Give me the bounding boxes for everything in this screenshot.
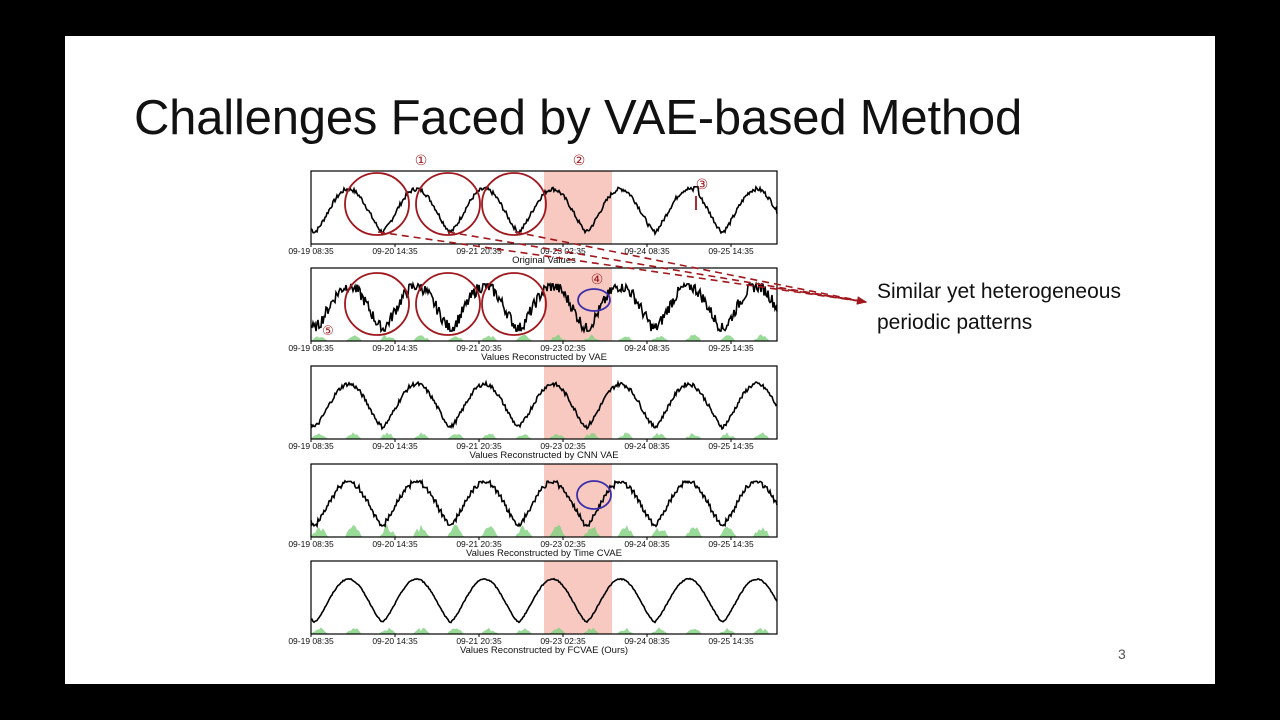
anomaly-score-area <box>311 334 777 341</box>
panel-frame <box>310 463 778 538</box>
x-tick-label: 09-19 08:35 <box>288 343 334 353</box>
x-tick-label: 09-19 08:35 <box>288 441 334 451</box>
panel-frame <box>310 267 778 342</box>
x-tick-label: 09-25 14:35 <box>708 441 754 451</box>
x-tick-label: 09-23 02:35 <box>540 636 586 646</box>
slide-title: Challenges Faced by VAE-based Method <box>134 91 1023 145</box>
x-tick-label: 09-25 14:35 <box>708 539 754 549</box>
red-circle-p1-a <box>344 172 410 236</box>
dashed-arrow-2 <box>447 231 867 305</box>
anomaly-score-area <box>311 627 777 634</box>
panel-title: Values Reconstructed by CNN VAE <box>469 450 618 461</box>
red-circle-p2-b <box>415 272 481 336</box>
x-tick-label: 09-19 08:35 <box>288 636 334 646</box>
x-tick-label: 09-23 02:35 <box>540 246 586 256</box>
anomaly-score-area <box>311 432 777 439</box>
slide: Challenges Faced by VAE-based Method Sim… <box>65 36 1215 684</box>
x-tick-label: 09-20 14:35 <box>372 343 418 353</box>
chart-panel-3: 09-19 08:35 09-20 14:35 09-21 20:35 09-23 0… <box>288 365 778 461</box>
x-tick-label: 09-24 08:35 <box>624 441 670 451</box>
x-tick-label: 09-23 02:35 <box>540 441 586 451</box>
signal-line <box>311 577 778 624</box>
x-tick-label: 09-21 20:35 <box>456 539 502 549</box>
panel-title: Values Reconstructed by VAE <box>481 352 607 363</box>
x-tick-label: 09-25 14:35 <box>708 246 754 256</box>
x-tick-label: 09-20 14:35 <box>372 636 418 646</box>
x-tick-label: 09-19 08:35 <box>288 246 334 256</box>
marker-2: ② <box>573 153 586 169</box>
x-tick-label: 09-19 08:35 <box>288 539 334 549</box>
annotation-line-2: periodic patterns <box>877 311 1033 334</box>
blue-oval-p2 <box>577 288 611 312</box>
anomaly-highlight-band <box>544 561 612 634</box>
red-circle-p2-a <box>344 272 410 336</box>
x-tick-label: 09-23 02:35 <box>540 539 586 549</box>
annotation-line-1: Similar yet heterogeneous <box>877 280 1121 303</box>
x-tick-label: 09-21 20:35 <box>456 246 502 256</box>
red-circle-p1-c <box>481 172 547 236</box>
panel-frame <box>310 365 778 440</box>
x-tick-label: 09-21 20:35 <box>456 343 502 353</box>
x-tick-label: 09-24 08:35 <box>624 246 670 256</box>
anomaly-score-area <box>311 524 777 537</box>
blue-oval-p4 <box>576 480 612 510</box>
x-tick-label: 09-21 20:35 <box>456 441 502 451</box>
marker-1: ① <box>415 153 428 169</box>
x-tick-label: 09-24 08:35 <box>624 343 670 353</box>
red-circle-p1-b <box>415 172 481 236</box>
dashed-arrow-1 <box>377 231 867 305</box>
panel-frame <box>310 170 778 245</box>
page-number: 3 <box>1118 646 1126 662</box>
x-tick-label: 09-25 14:35 <box>708 343 754 353</box>
chart-panel-5: 09-19 08:35 09-20 14:35 09-21 20:35 09-23 0… <box>288 560 778 656</box>
red-circle-p2-c <box>481 272 547 336</box>
x-tick-label: 09-20 14:35 <box>372 539 418 549</box>
chart-panel-2: 09-19 08:35 09-20 14:35 09-21 20:35 09-23 0… <box>288 267 778 363</box>
panel-title: Values Reconstructed by FCVAE (Ours) <box>460 645 628 656</box>
marker-3: ③ <box>696 177 709 193</box>
panel-title: Values Reconstructed by Time CVAE <box>466 548 622 559</box>
signal-line <box>310 379 778 431</box>
panel-title: Original Values <box>512 255 576 266</box>
x-tick-label: 09-25 14:35 <box>708 636 754 646</box>
signal-line <box>310 280 778 335</box>
anomaly-highlight-band <box>544 366 612 439</box>
annotation-text: Similar yet heterogeneous periodic patte… <box>877 276 1121 338</box>
anomaly-highlight-band <box>544 171 612 244</box>
x-tick-label: 09-24 08:35 <box>624 636 670 646</box>
marker-5: ⑤ <box>322 324 334 339</box>
x-tick-label: 09-24 08:35 <box>624 539 670 549</box>
x-tick-label: 09-20 14:35 <box>372 441 418 451</box>
x-tick-label: 09-23 02:35 <box>540 343 586 353</box>
panel-frame <box>310 560 778 635</box>
chart-panel-4: 09-19 08:35 09-20 14:35 09-21 20:35 09-23 0… <box>288 463 778 559</box>
chart-panel-1: 09-19 08:35 09-20 14:35 09-21 20:35 09-23 0… <box>288 170 778 266</box>
marker-4: ④ <box>591 272 604 288</box>
x-tick-label: 09-21 20:35 <box>456 636 502 646</box>
x-tick-label: 09-20 14:35 <box>372 246 418 256</box>
dashed-arrow-4 <box>775 287 867 305</box>
signal-line <box>310 478 778 529</box>
